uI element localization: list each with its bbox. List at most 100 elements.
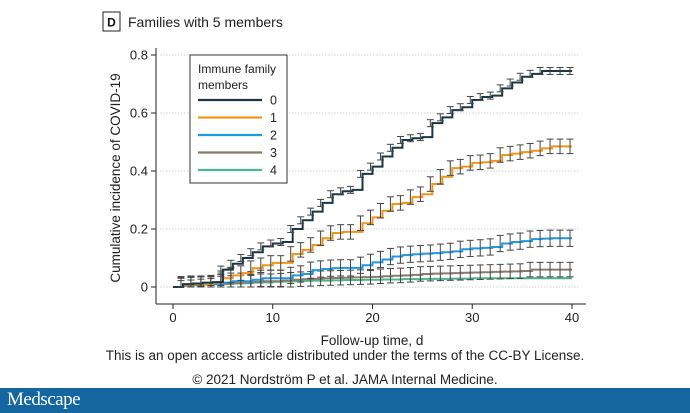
error-bar (476, 264, 484, 280)
error-bar (546, 229, 554, 247)
error-bar (416, 266, 424, 282)
error-bar (227, 259, 235, 268)
y-tick-label: 0.6 (130, 106, 148, 121)
series-0 (173, 66, 574, 288)
error-bar (376, 152, 384, 161)
error-bar (386, 247, 394, 266)
error-bar (526, 261, 534, 278)
error-bar (406, 189, 414, 205)
series-line (173, 145, 572, 288)
error-bar (516, 144, 524, 160)
error-bar (566, 138, 574, 155)
error-bar (297, 265, 305, 283)
error-bar (237, 254, 245, 262)
error-bar (486, 264, 494, 280)
error-bar (456, 240, 464, 258)
error-bar (217, 265, 225, 274)
error-bar (516, 263, 524, 279)
y-tick-label: 0 (141, 280, 148, 295)
error-bar (426, 265, 434, 282)
error-bar (476, 239, 484, 257)
error-bar (476, 154, 484, 171)
error-bar (337, 259, 345, 277)
error-bar (267, 239, 275, 248)
error-bar (466, 264, 474, 281)
error-bar (267, 255, 275, 271)
x-axis-label: Follow-up time, d (321, 333, 424, 348)
error-bar (506, 233, 514, 251)
license-note: This is an open access article distribut… (105, 348, 585, 363)
error-bar (237, 265, 245, 281)
series-3 (173, 261, 574, 288)
error-bar (367, 162, 374, 171)
error-bar (347, 185, 355, 194)
error-bar (466, 239, 474, 258)
error-bar (396, 195, 404, 211)
error-bar (357, 215, 365, 231)
error-bar (347, 224, 355, 240)
error-bar (446, 106, 454, 115)
error-bar (257, 242, 265, 251)
error-bar (536, 229, 544, 248)
x-tick-label: 10 (266, 310, 280, 325)
error-bar (376, 250, 384, 269)
error-bar (446, 242, 454, 260)
error-bar (337, 187, 345, 196)
error-bar (436, 169, 444, 185)
error-bar (327, 190, 335, 199)
error-bar (207, 278, 215, 287)
citation-note: © 2021 Nordström P et al. JAMA Internal … (192, 372, 498, 387)
error-bar (456, 265, 464, 281)
error-bar (516, 72, 524, 81)
error-bar (486, 238, 494, 256)
y-tick-label: 0.8 (130, 48, 148, 63)
legend-label: 2 (270, 129, 277, 143)
error-bar (506, 78, 514, 87)
error-bar (287, 246, 295, 262)
x-tick-label: 30 (465, 310, 479, 325)
error-bar (187, 279, 195, 288)
error-bar (416, 186, 424, 202)
error-bar (307, 261, 315, 279)
panel-letter-box (102, 11, 121, 32)
error-bar (536, 66, 544, 75)
error-bar (177, 280, 185, 288)
footer-bar: Medscape (0, 388, 690, 413)
y-tick-label: 0.2 (130, 222, 148, 237)
error-bar (347, 259, 355, 277)
error-bar (406, 245, 414, 263)
x-tick-label: 0 (169, 310, 176, 325)
error-bar (496, 84, 504, 93)
error-bar (426, 244, 434, 262)
error-bar (247, 248, 255, 257)
error-bar (486, 91, 494, 100)
y-axis-label: Cumulative incidence of COVID-19 (108, 73, 123, 282)
panel-letter: D (107, 16, 116, 30)
error-bar (526, 230, 534, 248)
error-bar (526, 142, 534, 159)
error-bar (337, 224, 345, 240)
series-line (173, 69, 572, 288)
error-bar (317, 260, 325, 278)
legend-label: 1 (270, 111, 277, 125)
x-tick-label: 20 (365, 310, 379, 325)
error-bar (446, 160, 454, 176)
error-bar (556, 261, 564, 278)
series-line (173, 268, 572, 288)
error-bar (456, 158, 464, 175)
error-bar (536, 140, 544, 157)
error-bar (526, 69, 534, 78)
error-bar (546, 66, 554, 75)
error-bar (556, 66, 564, 75)
error-bar (396, 267, 404, 284)
error-bar (446, 265, 454, 281)
error-bar (307, 207, 315, 216)
error-bar (456, 103, 464, 112)
x-tick-label: 40 (565, 310, 579, 325)
legend: Immune family members 0 1 2 3 4 (189, 54, 288, 184)
error-bar (297, 242, 305, 258)
error-bar (416, 245, 424, 263)
error-bar (516, 232, 524, 250)
error-bar (376, 202, 384, 219)
